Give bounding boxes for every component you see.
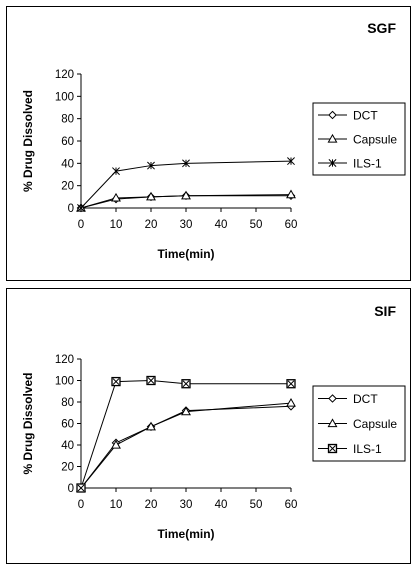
legend-item: ILS-1	[318, 157, 382, 171]
y-tick-label: 40	[61, 440, 74, 452]
y-tick-label: 100	[55, 91, 74, 103]
legend-label: ILS-1	[353, 442, 382, 456]
x-tick-label: 10	[110, 219, 123, 231]
data-point	[287, 157, 295, 166]
series-line	[80, 402, 292, 489]
legend-marker	[327, 443, 338, 454]
legend: DCT Capsule ILS-1	[312, 102, 406, 176]
chart-sif: SIF 0 20 40 60 80 100 120 0 10 20 30 40 50 60 Time(min)…	[21, 303, 406, 541]
data-point	[111, 439, 121, 449]
legend-marker	[327, 133, 338, 143]
series-ils-1	[77, 157, 295, 212]
legend-label: Capsule	[353, 133, 397, 147]
x-tick-label: 40	[215, 219, 228, 231]
legend-item: DCT	[318, 392, 378, 406]
series-ils-1	[76, 375, 296, 493]
legend: DCT Capsule ILS-1	[312, 385, 406, 462]
series-dct	[76, 401, 296, 493]
x-axis-label: Time(min)	[157, 527, 214, 541]
data-point	[77, 204, 85, 212]
legend-marker	[327, 418, 338, 428]
y-axis-label: % Drug Dissolved	[21, 90, 35, 192]
y-tick-label: 100	[55, 376, 74, 388]
data-point	[147, 161, 155, 170]
x-tick-label: 30	[180, 499, 193, 511]
x-axis-label: Time(min)	[157, 247, 214, 261]
data-point	[286, 397, 296, 407]
x-tick-label: 30	[180, 219, 193, 231]
data-point	[111, 376, 121, 387]
x-tick-label: 60	[285, 219, 298, 231]
x-tick-label: 40	[215, 499, 228, 511]
legend-label: DCT	[353, 109, 378, 123]
data-point	[182, 159, 190, 168]
legend-marker	[328, 159, 337, 167]
y-tick-label: 120	[55, 354, 74, 366]
legend-label: ILS-1	[353, 157, 382, 171]
x-tick-label: 0	[78, 499, 84, 511]
x-tick-label: 20	[145, 499, 158, 511]
data-point	[181, 190, 191, 200]
legend-item: ILS-1	[318, 442, 382, 456]
legend-label: DCT	[353, 392, 378, 406]
x-tick-label: 0	[78, 219, 84, 231]
y-tick-label: 40	[61, 158, 74, 170]
y-tick-label: 0	[68, 483, 74, 495]
x-tick-label: 10	[110, 499, 123, 511]
legend-item: Capsule	[318, 133, 397, 147]
legend-item: Capsule	[318, 417, 397, 431]
y-axis-label: % Drug Dissolved	[21, 372, 35, 474]
data-point	[146, 375, 156, 386]
y-tick-label: 80	[61, 397, 74, 409]
x-tick-label: 60	[285, 499, 298, 511]
data-point	[181, 379, 191, 389]
chart-sgf: SGF 0 20 40 60 80 100 120 0 10 20 30 40 50 60 Time(min)…	[21, 20, 406, 261]
x-tick-label: 20	[145, 219, 158, 231]
data-point	[112, 167, 120, 176]
series-line	[80, 379, 291, 489]
y-tick-label: 20	[61, 181, 74, 193]
y-tick-label: 120	[55, 69, 74, 81]
legend-marker	[328, 110, 337, 120]
legend-item: DCT	[318, 109, 378, 123]
y-tick-label: 20	[61, 462, 74, 474]
data-point	[286, 379, 296, 389]
y-tick-label: 60	[61, 136, 74, 148]
data-point	[76, 483, 86, 493]
x-tick-label: 50	[250, 499, 263, 511]
chart-panel-sif: SIF 0 20 40 60 80 100 120 0 10 20 30 40 50 60 Time(min)…	[6, 288, 411, 564]
data-point	[181, 406, 191, 416]
series-capsule	[76, 397, 296, 492]
x-tick-label: 50	[250, 219, 263, 231]
y-tick-label: 0	[68, 203, 74, 215]
chart-title: SGF	[367, 20, 396, 36]
legend-marker	[328, 394, 337, 403]
legend-label: Capsule	[353, 417, 397, 431]
data-point	[146, 421, 156, 431]
data-point	[111, 192, 121, 202]
data-point	[146, 191, 156, 201]
y-tick-label: 60	[61, 419, 74, 431]
chart-panel-sgf: SGF 0 20 40 60 80 100 120 0 10 20 30 40 50 60 Time(min)…	[6, 6, 411, 281]
data-point	[286, 189, 296, 199]
y-tick-label: 80	[61, 114, 74, 126]
chart-title: SIF	[374, 303, 396, 319]
